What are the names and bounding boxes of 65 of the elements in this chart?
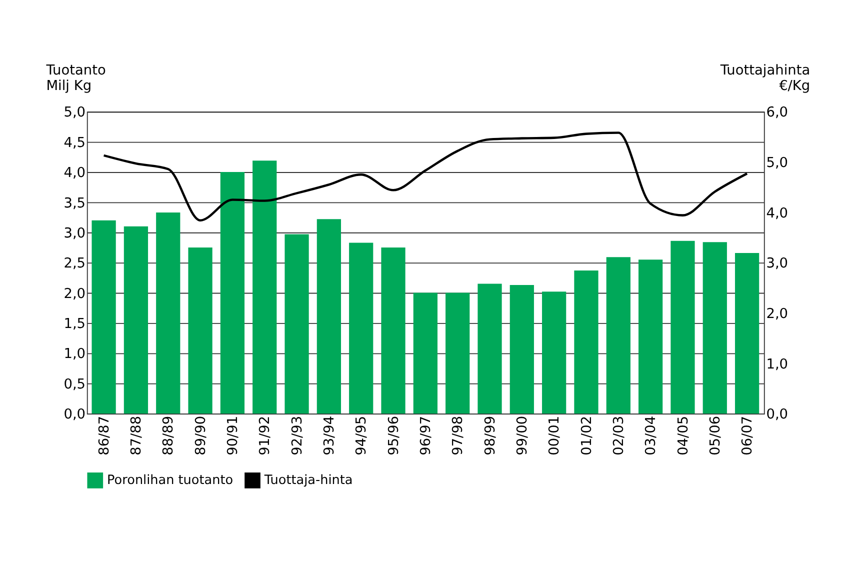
y2-tick-label: 1,0: [766, 356, 788, 372]
x-tick-label: 86/87: [96, 416, 112, 456]
y-tick-label: 2,5: [64, 256, 86, 272]
y-tick-label: 5,0: [64, 104, 86, 121]
y-tick-label: 4,0: [64, 165, 86, 182]
bar: [734, 252, 760, 414]
y2-tick-label: 6,0: [766, 104, 788, 121]
y2-tick-label: 5,0: [766, 155, 788, 172]
bar: [220, 172, 245, 414]
bar: [252, 160, 277, 414]
x-tick-label: 97/98: [450, 416, 466, 456]
y-tick-label: 2,0: [64, 286, 86, 302]
bar: [188, 248, 212, 414]
x-tick-label: 05/06: [707, 416, 724, 456]
y-tick-label: 1,0: [64, 346, 86, 362]
x-tick-label: 98/99: [482, 416, 498, 456]
x-tick-label: 06/07: [740, 416, 756, 456]
y2-axis-title: Tuottajahinta €/Kg: [719, 62, 810, 94]
x-tick-label: 91/92: [257, 416, 274, 456]
bar: [574, 270, 598, 414]
bar: [510, 284, 534, 414]
x-tick-label: 93/94: [322, 416, 338, 456]
bar: [638, 260, 663, 414]
y-tick-label: 3,0: [64, 225, 86, 242]
x-tick-label: 01/02: [578, 416, 595, 456]
y-tick-label: 1,5: [64, 316, 86, 332]
y2-tick-label: 0,0: [766, 406, 788, 423]
bar: [606, 257, 630, 414]
x-tick-label: 92/93: [289, 416, 306, 456]
y-tick-label: 4,5: [64, 134, 86, 151]
bar: [284, 234, 309, 414]
y2-tick-label: 4,0: [766, 205, 788, 222]
y-tick-label: 0,5: [64, 376, 86, 392]
x-tick-label: 88/89: [160, 416, 177, 456]
y2-tick-label: 2,0: [766, 306, 788, 322]
x-tick-label: 04/05: [675, 416, 692, 456]
x-tick-label: 94/95: [354, 416, 370, 456]
bar: [702, 242, 727, 414]
bar: [124, 226, 148, 414]
y-tick-label: 3,5: [64, 195, 86, 212]
bar: [670, 240, 695, 414]
legend-label: Tuottaja-hinta: [263, 473, 353, 488]
y2-tick-label: 3,0: [766, 256, 788, 272]
bar: [478, 284, 502, 414]
bar: [156, 212, 180, 414]
line-series: [102, 132, 748, 222]
bar: [542, 292, 566, 414]
legend-label: Poronlihan tuotanto: [107, 473, 234, 488]
x-tick-label: 87/88: [128, 416, 145, 456]
x-tick-label: 95/96: [386, 416, 402, 456]
x-tick-label: 90/91: [225, 416, 242, 456]
bar: [349, 242, 374, 414]
x-tick-label: 99/00: [514, 416, 530, 456]
bar: [92, 220, 116, 414]
x-tick-label: 03/04: [643, 416, 660, 456]
bar: [316, 219, 341, 414]
y-axis-title: Tuotanto Milj Kg: [45, 62, 106, 94]
x-tick-label: 96/97: [418, 416, 434, 456]
bar: [413, 292, 438, 414]
x-tick-label: 02/03: [610, 416, 627, 456]
bar: [381, 248, 406, 414]
y-tick-label: 0,0: [64, 406, 86, 423]
bar: [446, 292, 470, 414]
x-tick-label: 00/01: [546, 416, 563, 456]
x-tick-label: 89/90: [192, 416, 209, 456]
